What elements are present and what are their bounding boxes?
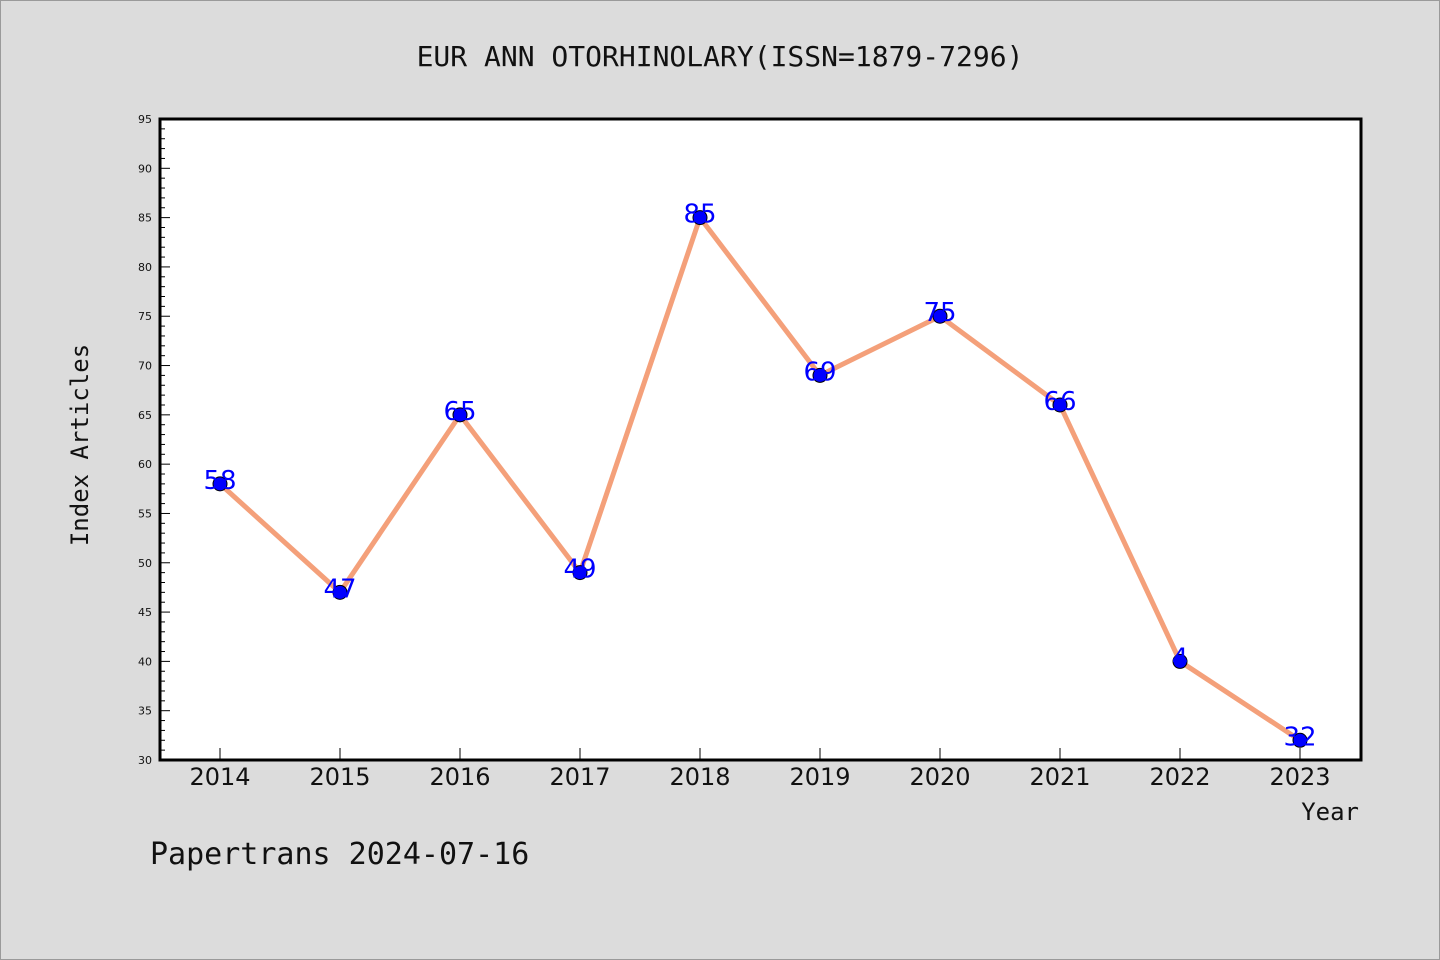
x-tick-label: 2018 [669,763,730,791]
y-tick-label: 95 [138,113,152,126]
data-label: 32 [1283,722,1316,752]
chart-title: EUR ANN OTORHINOLARY(ISSN=1879-7296) [417,40,1024,73]
data-label: 75 [923,298,956,328]
data-point [212,476,228,492]
x-tick-label: 2019 [789,763,850,791]
series-group: 58 47 65 49 85 69 75 66 4 32 [203,200,1316,753]
x-tick-label: 2014 [189,763,250,791]
x-axis: 2014 2015 2016 2017 2018 2019 2020 2021 2022 2023 [189,748,1331,791]
y-tick-label: 30 [138,754,152,767]
y-tick-label: 35 [138,705,152,718]
data-point [1052,397,1068,413]
data-point [1292,732,1308,748]
data-point [932,308,948,324]
data-point [332,584,348,600]
y-tick-label: 75 [138,310,152,323]
x-tick-label: 2020 [909,763,970,791]
plot-area [158,117,1363,762]
x-tick-label: 2023 [1269,763,1330,791]
y-tick-label: 85 [138,212,152,225]
data-label: 85 [683,200,716,230]
y-tick-label: 45 [138,606,152,619]
data-label: 69 [803,357,836,387]
y-tick-label: 50 [138,557,152,570]
data-point [1172,653,1188,669]
data-label: 4 [1172,643,1189,673]
series-line [217,215,1303,743]
y-axis-title: Index Articles [66,344,94,546]
data-label: 49 [563,555,596,585]
data-label: 65 [443,397,476,427]
data-point [452,407,468,423]
y-tick-label: 65 [138,409,152,422]
data-label: 47 [323,574,356,604]
footer-credit: Papertrans 2024-07-16 [150,837,529,872]
x-tick-label: 2015 [309,763,370,791]
x-tick-label: 2022 [1149,763,1210,791]
y-tick-label: 60 [138,458,152,471]
y-tick-label: 55 [138,507,152,520]
y-axis: 30 35 40 45 50 55 60 65 70 75 80 85 90 95 [138,113,170,767]
data-label: 58 [203,466,236,496]
data-point [812,367,828,383]
data-label: 66 [1043,387,1076,417]
y-tick-label: 70 [138,360,152,373]
x-tick-label: 2017 [549,763,610,791]
y-tick-label: 40 [138,655,152,668]
x-axis-title: Year [1301,798,1359,826]
y-tick-label: 80 [138,261,152,274]
x-tick-label: 2021 [1029,763,1090,791]
data-point [572,565,588,581]
y-tick-label: 90 [138,162,152,175]
x-tick-label: 2016 [429,763,490,791]
data-point [692,210,708,226]
